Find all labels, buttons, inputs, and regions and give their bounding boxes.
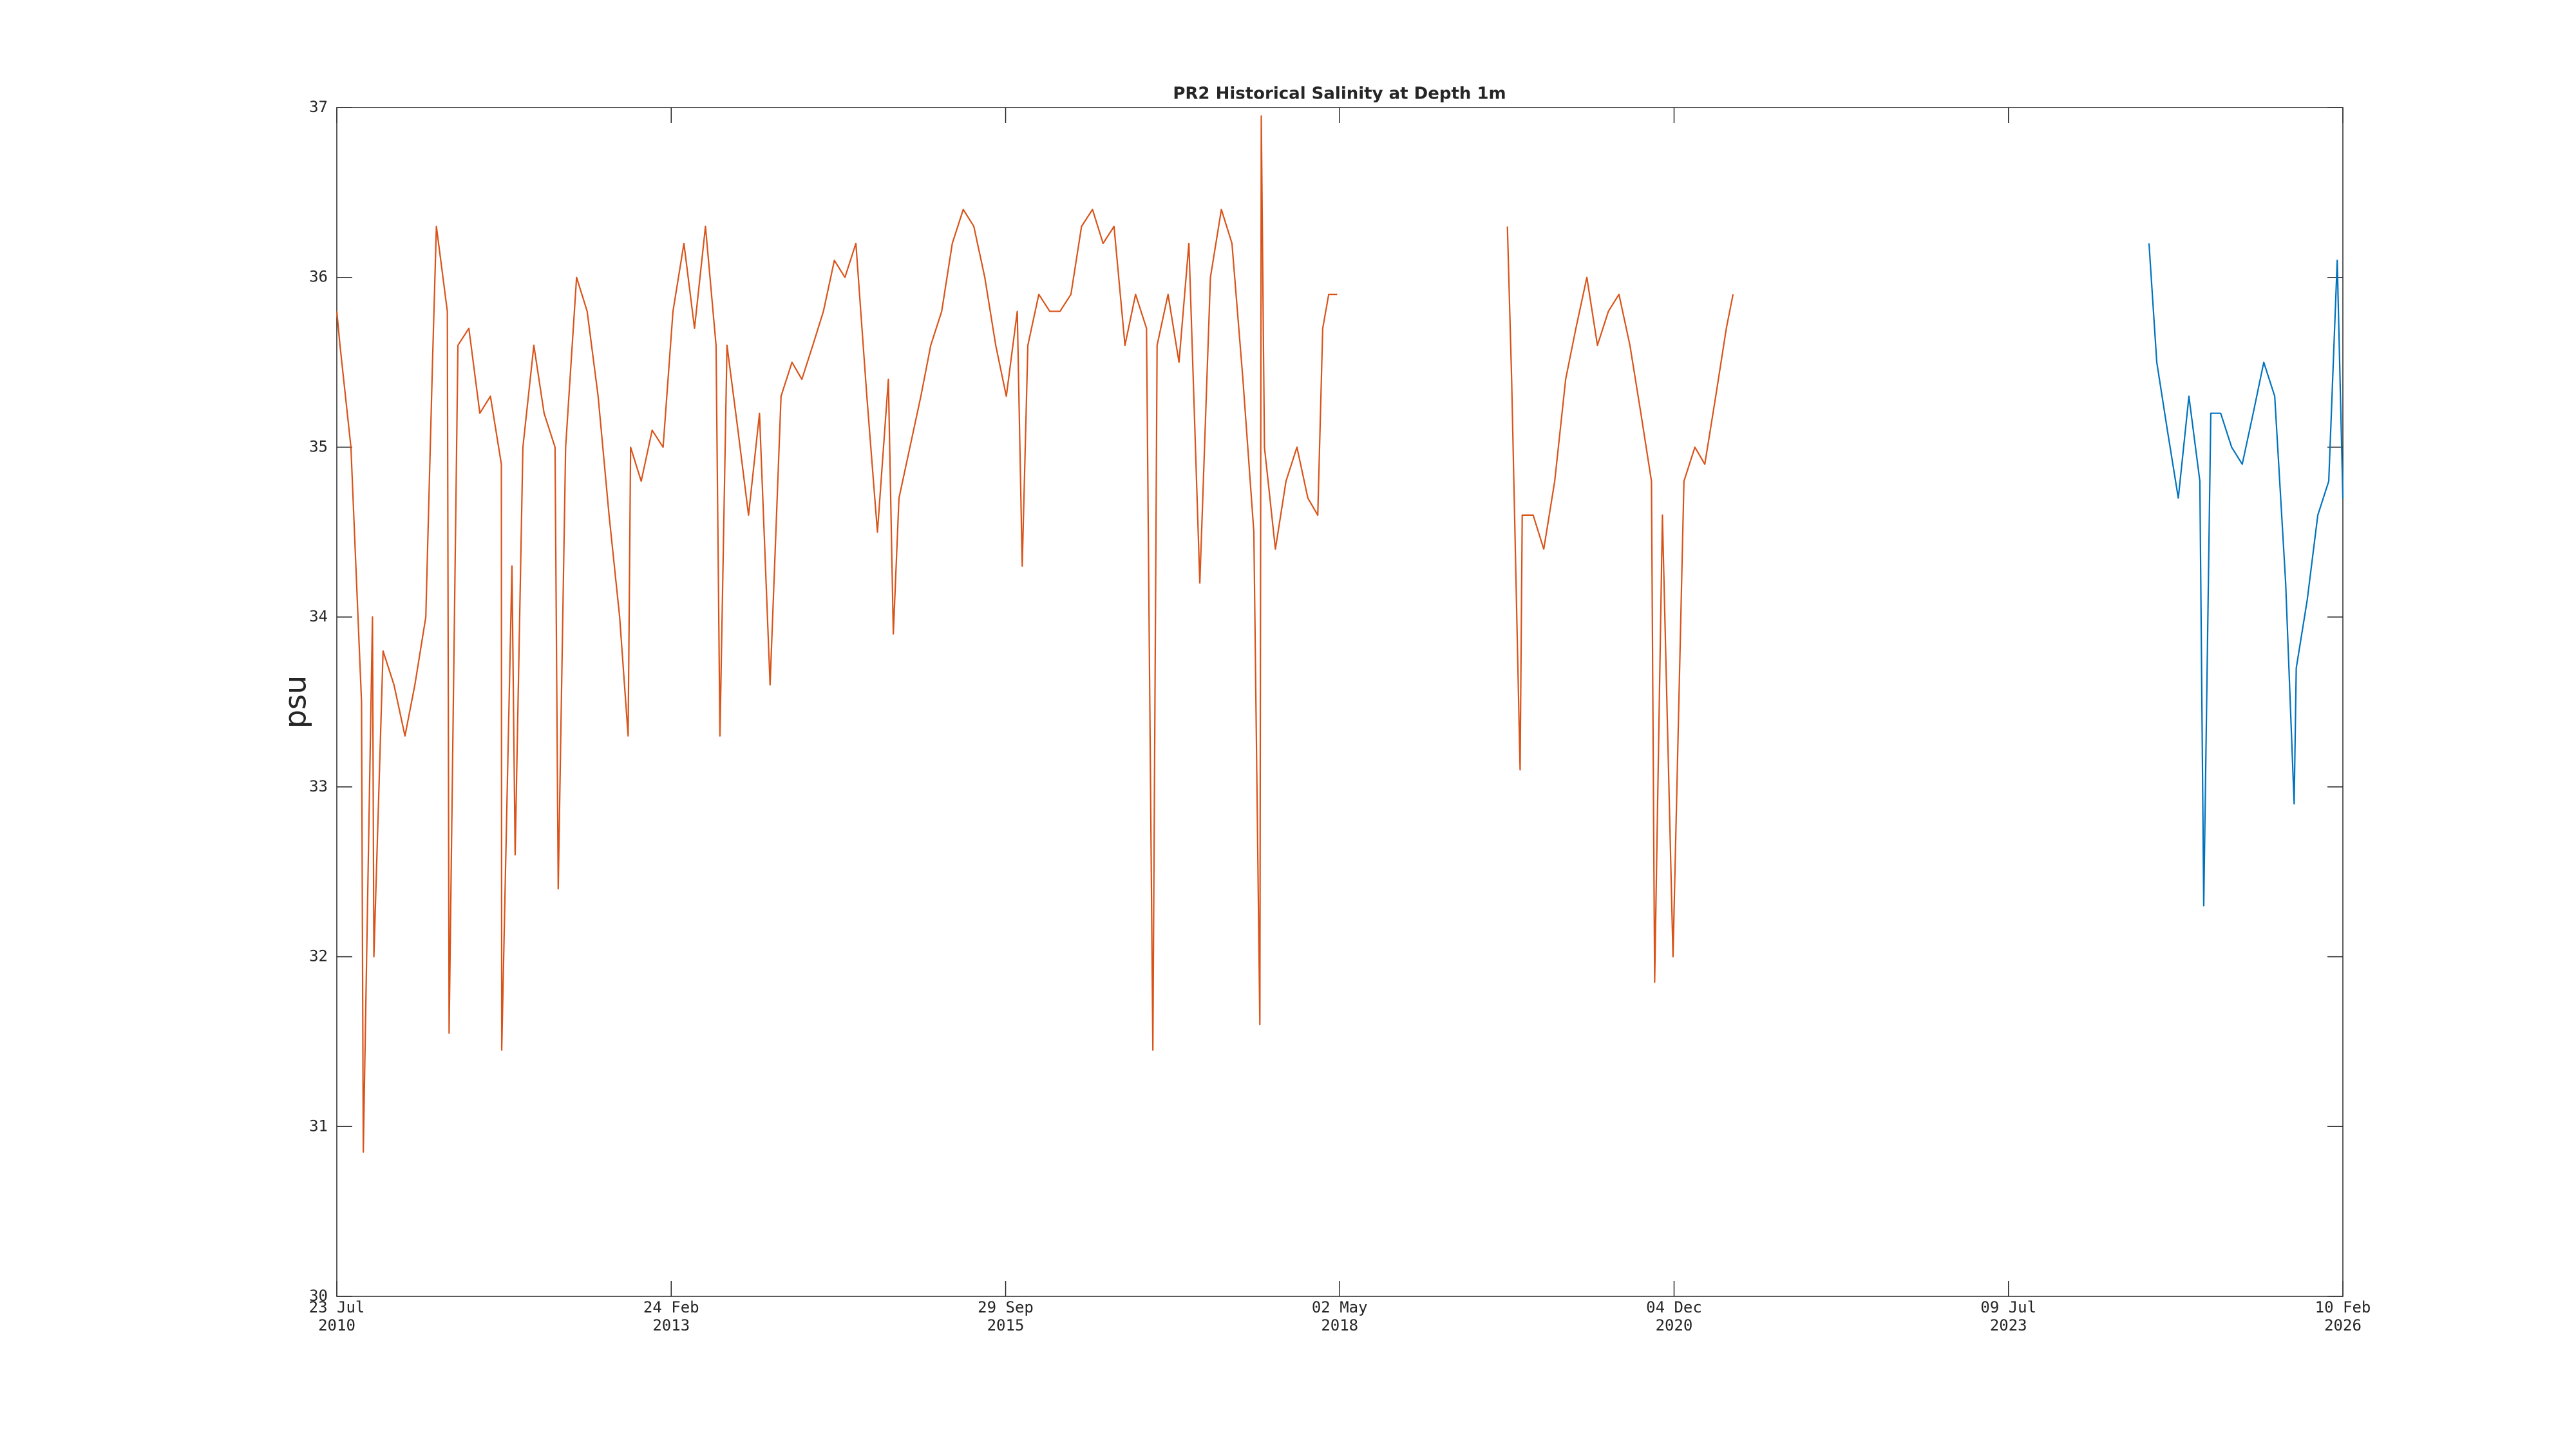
x-tick-label: 10 Feb bbox=[2315, 1298, 2371, 1316]
x-tick-label: 02 May bbox=[1312, 1298, 1368, 1316]
data-line bbox=[1506, 226, 1734, 983]
y-tick-label: 33 bbox=[309, 777, 328, 795]
plot-frame bbox=[336, 107, 2344, 1297]
y-tick-label: 32 bbox=[309, 947, 328, 965]
x-tick-label: 29 Sep bbox=[978, 1298, 1034, 1316]
x-tick-label: 23 Jul bbox=[309, 1298, 365, 1316]
y-tick-label: 31 bbox=[309, 1117, 328, 1135]
x-tick-label: 04 Dec bbox=[1646, 1298, 1702, 1316]
data-line bbox=[336, 115, 1338, 1153]
y-axis-label: psu bbox=[278, 676, 313, 728]
x-tick-label: 24 Feb bbox=[643, 1298, 699, 1316]
y-tick-label: 34 bbox=[309, 607, 328, 625]
x-tick-label: 2015 bbox=[987, 1316, 1025, 1334]
y-tick-label: 36 bbox=[309, 268, 328, 286]
x-tick-label: 2020 bbox=[1656, 1316, 1693, 1334]
x-tick-label: 2023 bbox=[1990, 1316, 2027, 1334]
y-tick-label: 37 bbox=[309, 98, 328, 116]
y-tick-label: 30 bbox=[309, 1287, 328, 1305]
x-tick-label: 2010 bbox=[318, 1316, 355, 1334]
y-tick-label: 35 bbox=[309, 437, 328, 455]
data-line bbox=[2148, 243, 2344, 907]
chart-title: PR2 Historical Salinity at Depth 1m bbox=[1173, 84, 1506, 104]
x-tick-label: 2013 bbox=[652, 1316, 690, 1334]
x-tick-label: 09 Jul bbox=[1980, 1298, 2036, 1316]
x-tick-label: 2026 bbox=[2324, 1316, 2362, 1334]
x-tick-label: 2018 bbox=[1321, 1316, 1358, 1334]
